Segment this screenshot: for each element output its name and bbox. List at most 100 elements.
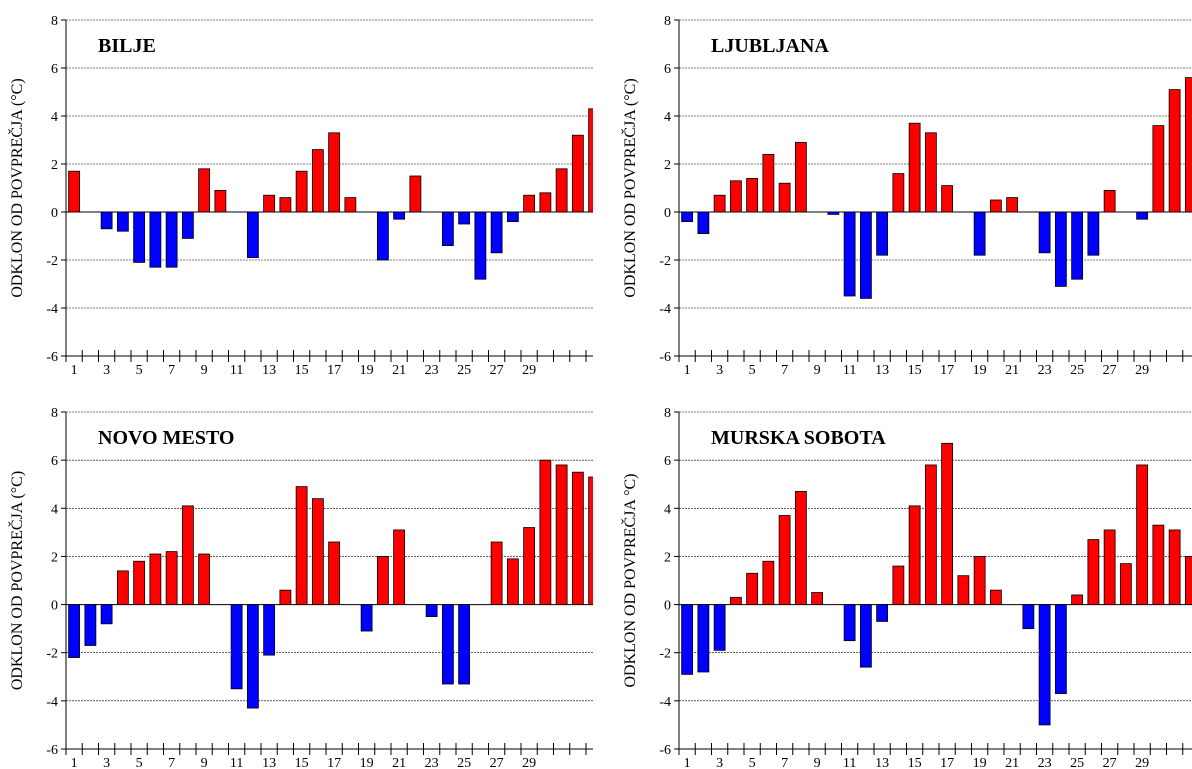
- bar: [729, 596, 742, 605]
- bar: [214, 189, 227, 213]
- x-tick-label: 1: [684, 756, 691, 769]
- x-tick-label: 25: [1070, 363, 1084, 378]
- bar: [506, 558, 519, 605]
- bars-group: [68, 459, 593, 709]
- y-tick-label: -2: [46, 647, 58, 662]
- y-tick-label: 2: [51, 550, 58, 565]
- bar: [328, 541, 341, 605]
- x-tick-label: 9: [814, 363, 821, 378]
- x-tick-label: 27: [1103, 363, 1117, 378]
- bar: [165, 551, 178, 605]
- bar: [1006, 197, 1019, 213]
- bar: [892, 565, 905, 605]
- x-tick-label: 13: [262, 756, 276, 769]
- bar: [295, 170, 308, 213]
- x-tick-label: 25: [457, 756, 471, 769]
- y-tick-label: 0: [664, 599, 671, 614]
- bar: [957, 575, 970, 605]
- x-tick-label: 29: [522, 756, 536, 769]
- bar: [859, 211, 872, 299]
- x-tick-label: 3: [103, 363, 110, 378]
- bar: [571, 471, 584, 605]
- bar: [1168, 89, 1181, 213]
- x-tick-label: 9: [201, 363, 208, 378]
- y-axis-label: ODKLON OD POVPREČJA (°C): [7, 78, 26, 297]
- x-tick-label: 5: [749, 363, 756, 378]
- y-tick-label: -2: [659, 254, 671, 269]
- y-tick-label: 0: [51, 206, 58, 221]
- bar: [246, 211, 259, 258]
- x-tick-label: 23: [425, 363, 439, 378]
- y-tick-label: -4: [46, 695, 58, 710]
- x-tick-label: 23: [1038, 756, 1052, 769]
- bar: [941, 185, 954, 213]
- bar: [989, 199, 1002, 213]
- x-tick-label: 3: [716, 363, 723, 378]
- bar: [311, 149, 324, 213]
- bar: [859, 604, 872, 668]
- y-axis-label: ODKLON OD POVPREČJA (°C): [7, 471, 26, 690]
- bar: [1038, 604, 1051, 726]
- x-tick-label: 11: [230, 363, 243, 378]
- bar: [68, 604, 81, 658]
- x-tick-label: 27: [490, 756, 504, 769]
- x-tick-label: 15: [908, 363, 922, 378]
- bar: [198, 553, 211, 605]
- x-tick-label: 13: [875, 363, 889, 378]
- bar: [360, 604, 373, 632]
- bar: [941, 442, 954, 605]
- x-tick-label: 9: [201, 756, 208, 769]
- y-tick-label: 8: [664, 406, 671, 421]
- bar: [778, 515, 791, 605]
- bar: [1168, 529, 1181, 605]
- bar: [490, 211, 503, 254]
- bar: [924, 464, 937, 605]
- x-tick-label: 17: [327, 363, 341, 378]
- bar: [523, 194, 536, 213]
- bar: [1103, 189, 1116, 213]
- bar: [794, 491, 807, 605]
- bars-group: [681, 77, 1192, 299]
- y-tick-label: 0: [664, 206, 671, 221]
- bar: [328, 132, 341, 213]
- y-tick-label: 4: [664, 502, 671, 517]
- bar: [393, 529, 406, 605]
- bar: [539, 192, 552, 213]
- bar: [762, 153, 775, 213]
- x-tick-label: 29: [1135, 756, 1149, 769]
- bar: [458, 604, 471, 685]
- bar: [1022, 604, 1035, 630]
- x-tick-label: 19: [360, 756, 374, 769]
- bar: [1038, 211, 1051, 254]
- bar: [876, 604, 889, 622]
- chart-title: MURSKA SOBOTA: [711, 427, 886, 449]
- bar: [490, 541, 503, 605]
- bar: [263, 604, 276, 656]
- bars-group: [681, 442, 1192, 726]
- bar: [230, 604, 243, 690]
- bar: [279, 589, 292, 605]
- x-tick-label: 7: [168, 363, 175, 378]
- x-tick-label: 13: [875, 756, 889, 769]
- x-tick-label: 29: [1135, 363, 1149, 378]
- bar: [1054, 211, 1067, 287]
- bar: [425, 604, 438, 618]
- bar: [506, 211, 519, 223]
- y-tick-label: 6: [51, 454, 58, 469]
- bar: [344, 197, 357, 213]
- bar: [376, 556, 389, 605]
- bar: [729, 180, 742, 213]
- bar: [100, 211, 113, 230]
- x-tick-label: 11: [843, 756, 856, 769]
- bar: [713, 194, 726, 213]
- bar: [474, 211, 487, 280]
- x-tick-label: 15: [295, 363, 309, 378]
- bar: [1054, 604, 1067, 695]
- bar: [376, 211, 389, 261]
- bar: [409, 175, 422, 213]
- x-tick-label: 5: [136, 756, 143, 769]
- bar: [441, 211, 454, 246]
